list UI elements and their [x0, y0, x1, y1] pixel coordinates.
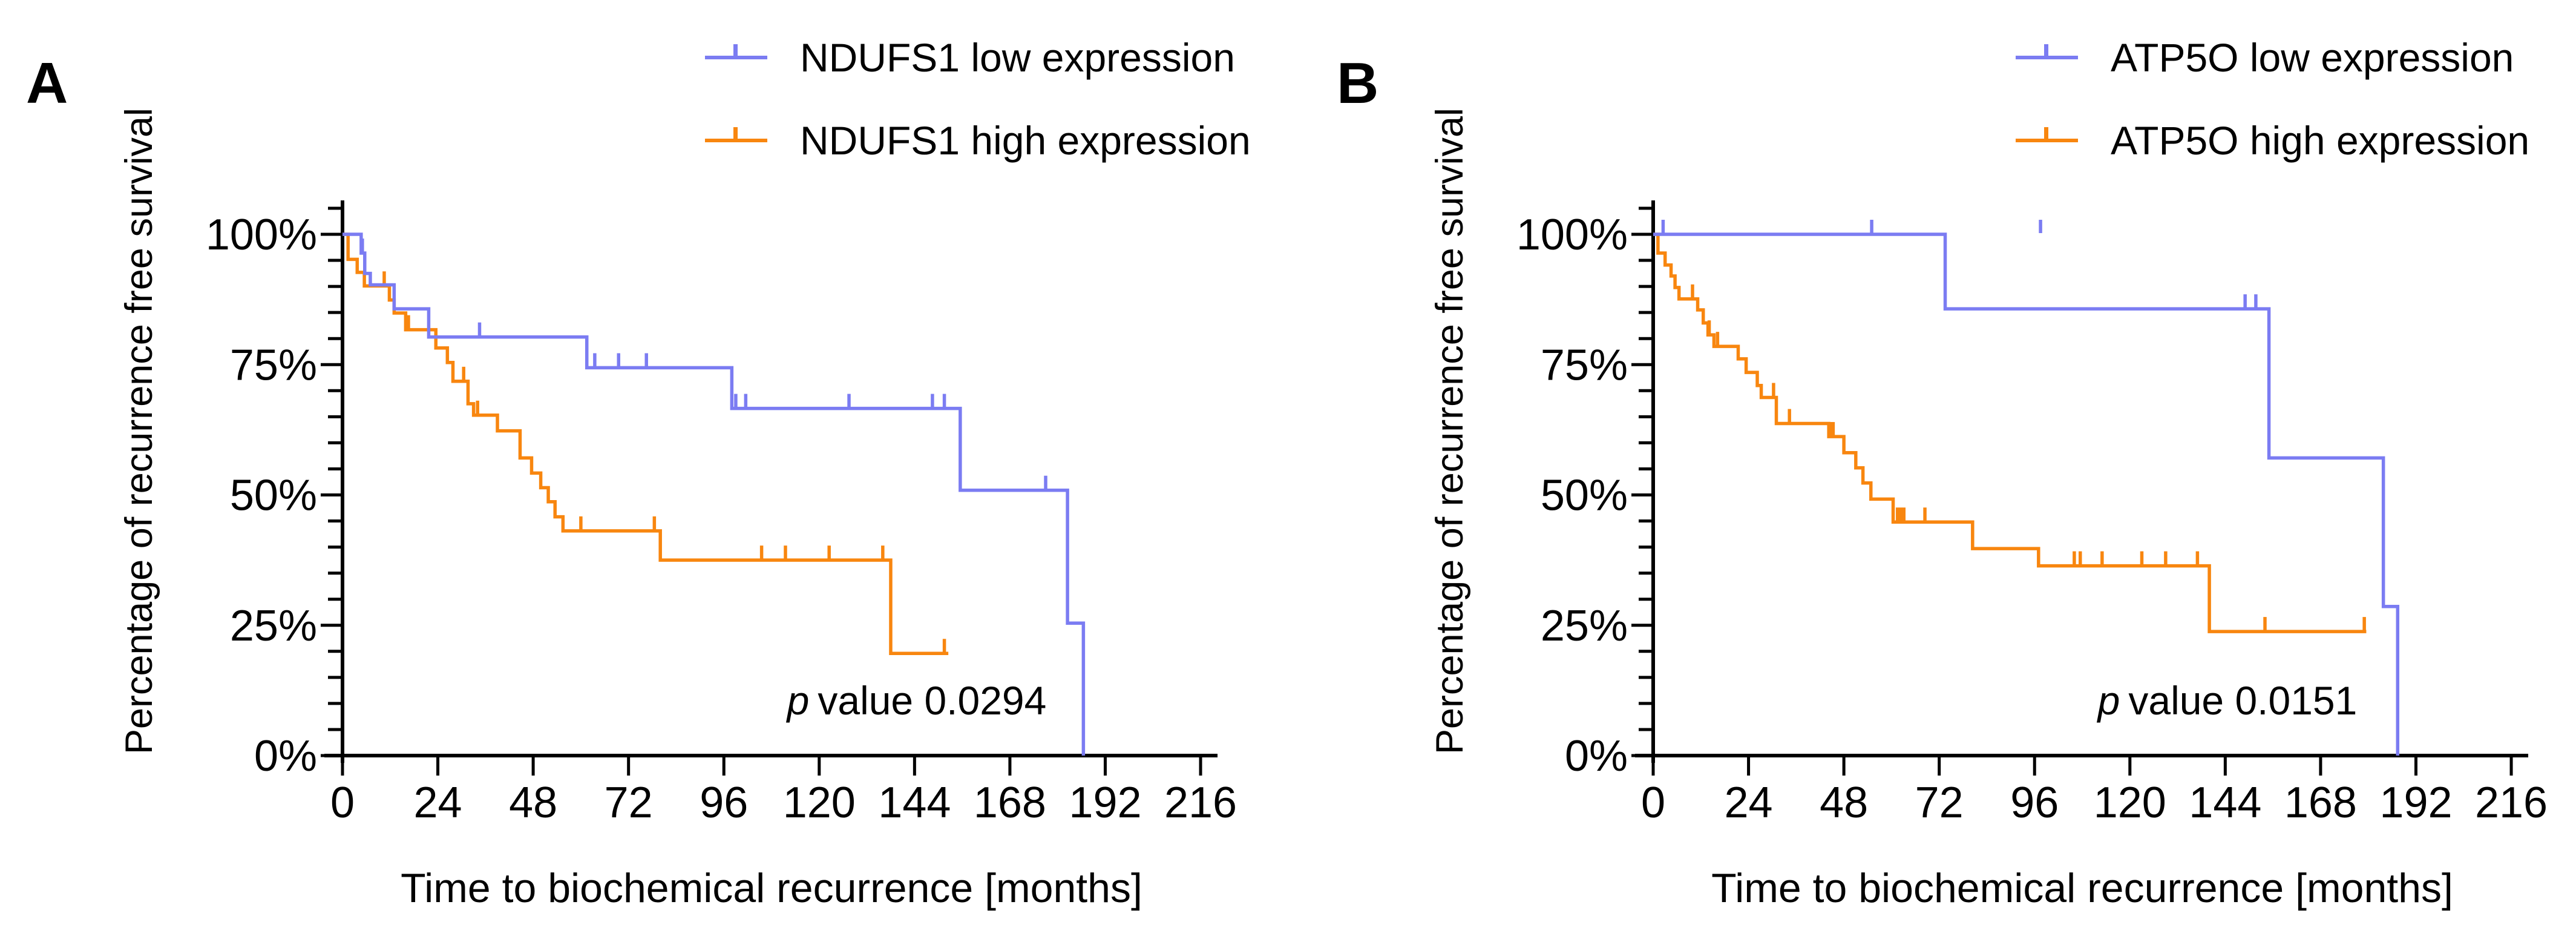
legend-row-a-high: NDUFS1 high expression — [705, 118, 1251, 163]
km-series-high — [342, 232, 949, 655]
x-tick-label: 0 — [330, 779, 355, 827]
p-symbol: p — [787, 678, 810, 723]
legend-line — [2016, 139, 2078, 142]
x-tick-label: 192 — [2379, 779, 2452, 827]
x-axis-title-b: Time to biochemical recurrence [months] — [1711, 865, 2453, 911]
y-tick-label: 0% — [1565, 732, 1628, 780]
x-tick-label: 168 — [974, 779, 1046, 827]
x-axis-title-a: Time to biochemical recurrence [months] — [401, 865, 1142, 911]
legend-line — [2016, 56, 2078, 59]
p-value-b: p value 0.0151 — [2098, 677, 2358, 723]
km-censor-line-icon — [2016, 127, 2078, 142]
y-tick-label: 0% — [254, 732, 317, 780]
p-value-text: value 0.0294 — [818, 678, 1047, 723]
panel-b-letter: B — [1337, 51, 1379, 116]
x-tick-label: 96 — [700, 779, 748, 827]
x-tick-label: 120 — [2094, 779, 2166, 827]
x-tick-label: 216 — [2475, 779, 2548, 827]
y-tick-label: 100% — [206, 211, 317, 259]
y-tick-label: 50% — [1541, 472, 1628, 520]
p-value-text: value 0.0151 — [2128, 678, 2358, 723]
y-tick-label: 75% — [1541, 341, 1628, 389]
y-tick-label: 100% — [1516, 211, 1628, 259]
x-tick-label: 24 — [1725, 779, 1773, 827]
x-tick-label: 192 — [1069, 779, 1141, 827]
km-censor-line-icon — [705, 44, 767, 59]
x-tick-label: 24 — [414, 779, 462, 827]
panel-a-letter: A — [26, 51, 68, 116]
legend-row-b-high: ATP5O high expression — [2016, 118, 2530, 163]
y-tick-label: 50% — [230, 472, 317, 520]
x-tick-label: 216 — [1164, 779, 1237, 827]
legend-label: NDUFS1 low expression — [800, 35, 1235, 80]
km-curve-low — [1653, 232, 2400, 756]
legend-line — [705, 139, 767, 142]
y-tick-label: 75% — [230, 341, 317, 389]
p-symbol: p — [2097, 678, 2120, 723]
x-tick-label: 48 — [509, 779, 557, 827]
p-value-a: p value 0.0294 — [787, 677, 1047, 723]
legend-line — [705, 56, 767, 59]
axes: 0% 25% 50% 75% 100% 0 24 48 72 96 120 144 168 192 216 — [1516, 200, 2548, 827]
x-tick-label: 72 — [1915, 779, 1964, 827]
panel-b-plot: 0% 25% 50% 75% 100% 0 24 48 72 96 120 144 168 192 216 — [1516, 200, 2548, 827]
legend-censor-tick — [733, 44, 738, 58]
panel-a-plot: 0% 25% 50% 75% 100% 0 24 48 72 96 120 144 168 192 216 — [206, 200, 1237, 827]
km-curve-low — [342, 232, 1086, 756]
km-curve-high — [342, 232, 949, 655]
km-series-low — [342, 232, 1086, 756]
km-series-low — [1653, 220, 2400, 756]
axes: 0% 25% 50% 75% 100% 0 24 48 72 96 120 144 168 192 216 — [206, 200, 1237, 827]
x-tick-label: 144 — [2189, 779, 2261, 827]
legend-label: ATP5O low expression — [2111, 35, 2514, 80]
legend-censor-tick — [2044, 127, 2048, 140]
legend-row-a-low: NDUFS1 low expression — [705, 35, 1235, 80]
x-tick-label: 96 — [2010, 779, 2059, 827]
legend-label: ATP5O high expression — [2111, 118, 2530, 163]
x-tick-label: 48 — [1820, 779, 1868, 827]
x-tick-label: 72 — [605, 779, 653, 827]
x-tick-label: 120 — [783, 779, 856, 827]
y-tick-label: 25% — [230, 602, 317, 650]
x-tick-label: 168 — [2284, 779, 2357, 827]
km-series-high — [1653, 232, 2367, 633]
legend-row-b-low: ATP5O low expression — [2016, 35, 2514, 80]
km-curve-high — [1653, 232, 2367, 633]
y-tick-label: 25% — [1541, 602, 1628, 650]
km-censor-line-icon — [2016, 44, 2078, 59]
x-tick-label: 144 — [878, 779, 951, 827]
km-censor-line-icon — [705, 127, 767, 142]
legend-censor-tick — [2044, 44, 2048, 58]
x-tick-label: 0 — [1641, 779, 1665, 827]
legend-label: NDUFS1 high expression — [800, 118, 1251, 163]
legend-censor-tick — [733, 127, 738, 140]
